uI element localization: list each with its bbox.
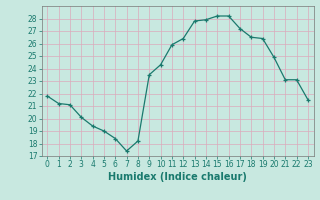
X-axis label: Humidex (Indice chaleur): Humidex (Indice chaleur) bbox=[108, 172, 247, 182]
